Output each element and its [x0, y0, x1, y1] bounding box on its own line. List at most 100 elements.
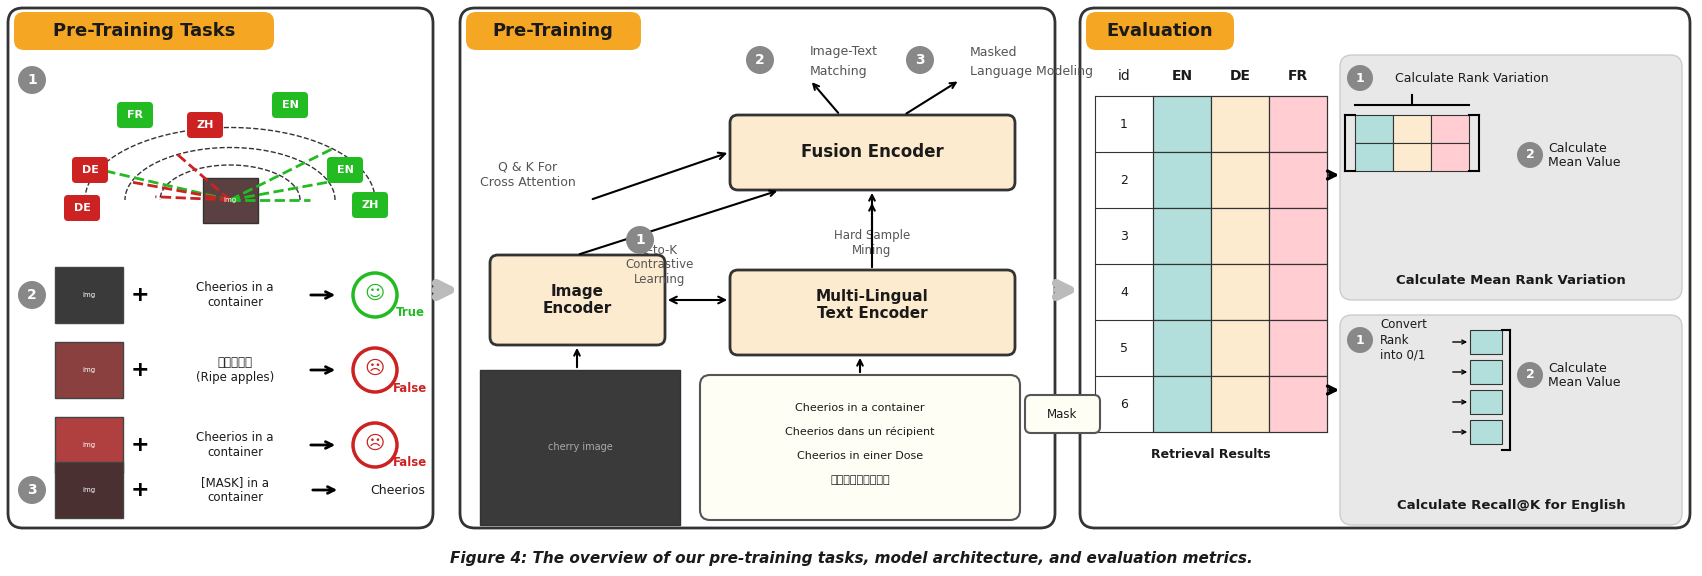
Bar — [1152, 152, 1212, 208]
Text: img: img — [82, 487, 95, 493]
Text: Calculate: Calculate — [1549, 362, 1607, 374]
Text: ZH: ZH — [361, 200, 378, 210]
Text: DE: DE — [82, 165, 99, 175]
Text: Figure 4: The overview of our pre-training tasks, model architecture, and evalua: Figure 4: The overview of our pre-traini… — [449, 551, 1253, 566]
Text: img: img — [82, 292, 95, 298]
Text: 3: 3 — [27, 483, 37, 497]
Text: EN: EN — [337, 165, 354, 175]
Bar — [1212, 264, 1270, 320]
Text: 2: 2 — [1120, 173, 1128, 187]
FancyBboxPatch shape — [1025, 395, 1099, 433]
Text: 3: 3 — [1120, 229, 1128, 242]
Circle shape — [905, 46, 934, 74]
Bar — [1212, 320, 1270, 376]
Text: ZH: ZH — [196, 120, 214, 130]
Bar — [1152, 320, 1212, 376]
Text: 1: 1 — [1355, 334, 1365, 347]
Text: img: img — [223, 197, 237, 203]
FancyBboxPatch shape — [65, 195, 100, 221]
Text: +: + — [131, 435, 150, 455]
Text: ☺: ☺ — [364, 283, 385, 302]
Text: Cheerios in einer Dose: Cheerios in einer Dose — [797, 451, 922, 461]
Text: Evaluation: Evaluation — [1106, 22, 1214, 40]
Text: False: False — [393, 457, 427, 469]
Text: cherry image: cherry image — [548, 442, 613, 452]
Bar — [1471, 360, 1501, 384]
FancyBboxPatch shape — [187, 112, 223, 138]
Circle shape — [1516, 362, 1544, 388]
Text: False: False — [393, 381, 427, 395]
FancyBboxPatch shape — [1339, 55, 1682, 300]
FancyBboxPatch shape — [490, 255, 665, 345]
FancyBboxPatch shape — [9, 8, 432, 528]
Bar — [480, 370, 681, 525]
Text: 1: 1 — [1120, 118, 1128, 131]
Bar — [1270, 152, 1328, 208]
Bar — [1152, 208, 1212, 264]
Text: FR: FR — [1288, 69, 1309, 83]
Text: Cheerios in a container: Cheerios in a container — [795, 403, 924, 413]
Text: 放在容器里的车厘子: 放在容器里的车厘子 — [831, 475, 890, 485]
Text: Q & K For
Cross Attention: Q & K For Cross Attention — [480, 161, 575, 189]
Bar — [1355, 143, 1392, 171]
Circle shape — [745, 46, 774, 74]
Text: img: img — [82, 367, 95, 373]
Text: Image
Encoder: Image Encoder — [543, 284, 611, 316]
Text: Cheerios dans un récipient: Cheerios dans un récipient — [785, 427, 934, 437]
FancyBboxPatch shape — [1339, 315, 1682, 525]
Text: Cheerios: Cheerios — [371, 483, 426, 497]
Text: Retrieval Results: Retrieval Results — [1151, 449, 1271, 461]
Bar — [1212, 96, 1270, 152]
Bar — [1471, 330, 1501, 354]
Text: 2: 2 — [756, 53, 764, 67]
Bar — [1355, 115, 1392, 143]
FancyBboxPatch shape — [730, 270, 1014, 355]
Text: 1-to-K
Contrastive
Learning: 1-to-K Contrastive Learning — [626, 244, 694, 286]
Text: [MASK] in a
container: [MASK] in a container — [201, 476, 269, 504]
Text: 熟透的苹果
(Ripe apples): 熟透的苹果 (Ripe apples) — [196, 356, 274, 384]
Text: Pre-Training Tasks: Pre-Training Tasks — [53, 22, 235, 40]
Text: 2: 2 — [1525, 149, 1535, 161]
Text: ☹: ☹ — [364, 358, 385, 377]
Text: Matching: Matching — [810, 66, 868, 78]
Bar — [1471, 390, 1501, 414]
Text: True: True — [395, 306, 424, 320]
Text: 4: 4 — [1120, 286, 1128, 298]
Text: 5: 5 — [1120, 342, 1128, 354]
Bar — [1471, 420, 1501, 444]
Text: Multi-Lingual
Text Encoder: Multi-Lingual Text Encoder — [815, 289, 928, 321]
Text: Cheerios in a
container: Cheerios in a container — [196, 431, 274, 459]
Circle shape — [1346, 65, 1374, 91]
Text: Mean Value: Mean Value — [1549, 377, 1620, 389]
Text: Masked: Masked — [970, 46, 1018, 59]
Bar — [1212, 376, 1270, 432]
Text: EN: EN — [281, 100, 298, 110]
Text: DE: DE — [1229, 69, 1251, 83]
Text: 6: 6 — [1120, 397, 1128, 411]
Bar — [1152, 376, 1212, 432]
Text: Calculate Rank Variation: Calculate Rank Variation — [1396, 71, 1549, 85]
Text: +: + — [131, 360, 150, 380]
FancyBboxPatch shape — [700, 375, 1019, 520]
Bar — [54, 462, 123, 518]
Text: +: + — [131, 480, 150, 500]
Bar — [1270, 96, 1328, 152]
Bar — [1212, 208, 1270, 264]
Bar — [1270, 376, 1328, 432]
Circle shape — [19, 281, 46, 309]
Text: 2: 2 — [27, 288, 37, 302]
Circle shape — [626, 226, 654, 254]
Circle shape — [19, 66, 46, 94]
Bar — [1392, 115, 1431, 143]
Bar — [1431, 115, 1469, 143]
Text: +: + — [131, 285, 150, 305]
FancyBboxPatch shape — [730, 115, 1014, 190]
Text: 3: 3 — [916, 53, 924, 67]
Bar — [1270, 320, 1328, 376]
FancyBboxPatch shape — [466, 12, 642, 50]
FancyBboxPatch shape — [327, 157, 363, 183]
Text: 1: 1 — [635, 233, 645, 247]
Bar — [1152, 264, 1212, 320]
FancyBboxPatch shape — [14, 12, 274, 50]
Bar — [54, 267, 123, 323]
